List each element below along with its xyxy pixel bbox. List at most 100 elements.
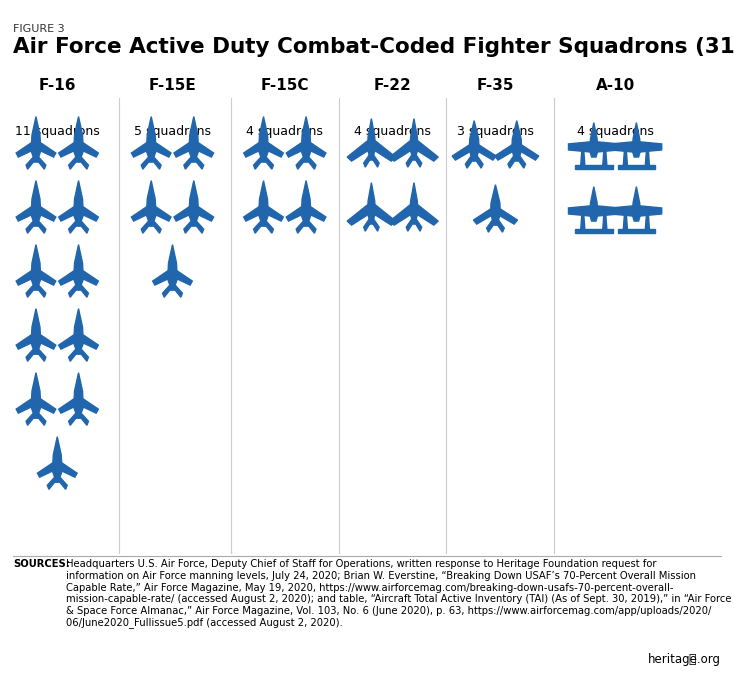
Polygon shape [390, 205, 438, 225]
Polygon shape [31, 309, 41, 349]
Text: Air Force Active Duty Combat-Coded Fighter Squadrons (31 Total): Air Force Active Duty Combat-Coded Fight… [13, 37, 734, 57]
Polygon shape [469, 121, 479, 156]
Text: F-15E: F-15E [148, 78, 197, 93]
Polygon shape [31, 117, 41, 157]
Polygon shape [390, 141, 438, 161]
Polygon shape [167, 245, 178, 285]
Polygon shape [141, 157, 161, 169]
Polygon shape [174, 143, 214, 157]
Polygon shape [174, 207, 214, 221]
Polygon shape [452, 145, 496, 160]
Text: SOURCES:: SOURCES: [13, 559, 70, 570]
Polygon shape [52, 437, 62, 477]
Polygon shape [131, 143, 171, 157]
Polygon shape [258, 117, 269, 157]
Polygon shape [286, 143, 326, 157]
Polygon shape [31, 373, 41, 413]
Polygon shape [254, 157, 273, 169]
Polygon shape [568, 206, 619, 216]
Polygon shape [189, 117, 199, 157]
Text: FIGURE 3: FIGURE 3 [13, 24, 65, 34]
Polygon shape [258, 181, 269, 221]
Polygon shape [26, 285, 46, 297]
Text: F-15C: F-15C [261, 78, 309, 93]
Polygon shape [69, 349, 88, 361]
Polygon shape [301, 181, 311, 221]
Polygon shape [590, 187, 597, 221]
Text: 3 squadrons: 3 squadrons [457, 125, 534, 138]
Polygon shape [347, 205, 396, 225]
Polygon shape [490, 185, 501, 220]
Polygon shape [618, 229, 655, 233]
Polygon shape [59, 335, 98, 349]
Polygon shape [73, 245, 84, 285]
Polygon shape [633, 123, 640, 157]
Polygon shape [603, 152, 607, 167]
Polygon shape [611, 142, 662, 152]
Polygon shape [407, 155, 421, 167]
Polygon shape [59, 399, 98, 413]
Polygon shape [184, 221, 204, 233]
Polygon shape [26, 221, 46, 233]
Polygon shape [633, 187, 640, 221]
Polygon shape [364, 155, 379, 167]
Polygon shape [495, 145, 539, 160]
Polygon shape [73, 117, 84, 157]
Polygon shape [16, 143, 56, 157]
Polygon shape [131, 207, 171, 221]
Polygon shape [26, 413, 46, 425]
Polygon shape [162, 285, 182, 297]
Polygon shape [73, 373, 84, 413]
Polygon shape [31, 245, 41, 285]
Polygon shape [184, 157, 204, 169]
Polygon shape [410, 119, 418, 155]
Polygon shape [69, 413, 88, 425]
Polygon shape [286, 207, 326, 221]
Polygon shape [508, 156, 526, 168]
Text: F-22: F-22 [374, 78, 412, 93]
Polygon shape [297, 221, 316, 233]
Polygon shape [146, 181, 156, 221]
Polygon shape [590, 123, 597, 157]
Polygon shape [487, 220, 504, 232]
Polygon shape [347, 141, 396, 161]
Polygon shape [645, 152, 650, 167]
Text: 4 squadrons: 4 squadrons [247, 125, 323, 138]
Polygon shape [59, 207, 98, 221]
Polygon shape [47, 477, 68, 489]
Text: F-16: F-16 [38, 78, 76, 93]
Polygon shape [244, 143, 283, 157]
Polygon shape [297, 157, 316, 169]
Polygon shape [575, 165, 612, 169]
Polygon shape [603, 216, 607, 231]
Text: heritage.org: heritage.org [648, 653, 721, 666]
Polygon shape [512, 121, 522, 156]
Polygon shape [37, 463, 77, 477]
Polygon shape [69, 157, 88, 169]
Polygon shape [623, 216, 628, 231]
Text: A-10: A-10 [595, 78, 635, 93]
Text: F-35: F-35 [476, 78, 515, 93]
Polygon shape [189, 181, 199, 221]
Text: 11 squadrons: 11 squadrons [15, 125, 100, 138]
Polygon shape [581, 216, 585, 231]
Polygon shape [623, 152, 628, 167]
Polygon shape [568, 142, 619, 152]
Polygon shape [645, 216, 650, 231]
Polygon shape [59, 271, 98, 285]
Text: 5 squadrons: 5 squadrons [134, 125, 211, 138]
Text: Headquarters U.S. Air Force, Deputy Chief of Staff for Operations, written respo: Headquarters U.S. Air Force, Deputy Chie… [66, 559, 732, 628]
Polygon shape [618, 165, 655, 169]
Polygon shape [410, 183, 418, 219]
Polygon shape [146, 117, 156, 157]
Polygon shape [31, 181, 41, 221]
Polygon shape [407, 219, 421, 231]
Polygon shape [73, 181, 84, 221]
Polygon shape [364, 219, 379, 231]
Text: 🕯: 🕯 [688, 653, 696, 666]
Polygon shape [301, 117, 311, 157]
Polygon shape [581, 152, 585, 167]
Text: 4 squadrons: 4 squadrons [355, 125, 431, 138]
Polygon shape [153, 271, 192, 285]
Polygon shape [16, 335, 56, 349]
